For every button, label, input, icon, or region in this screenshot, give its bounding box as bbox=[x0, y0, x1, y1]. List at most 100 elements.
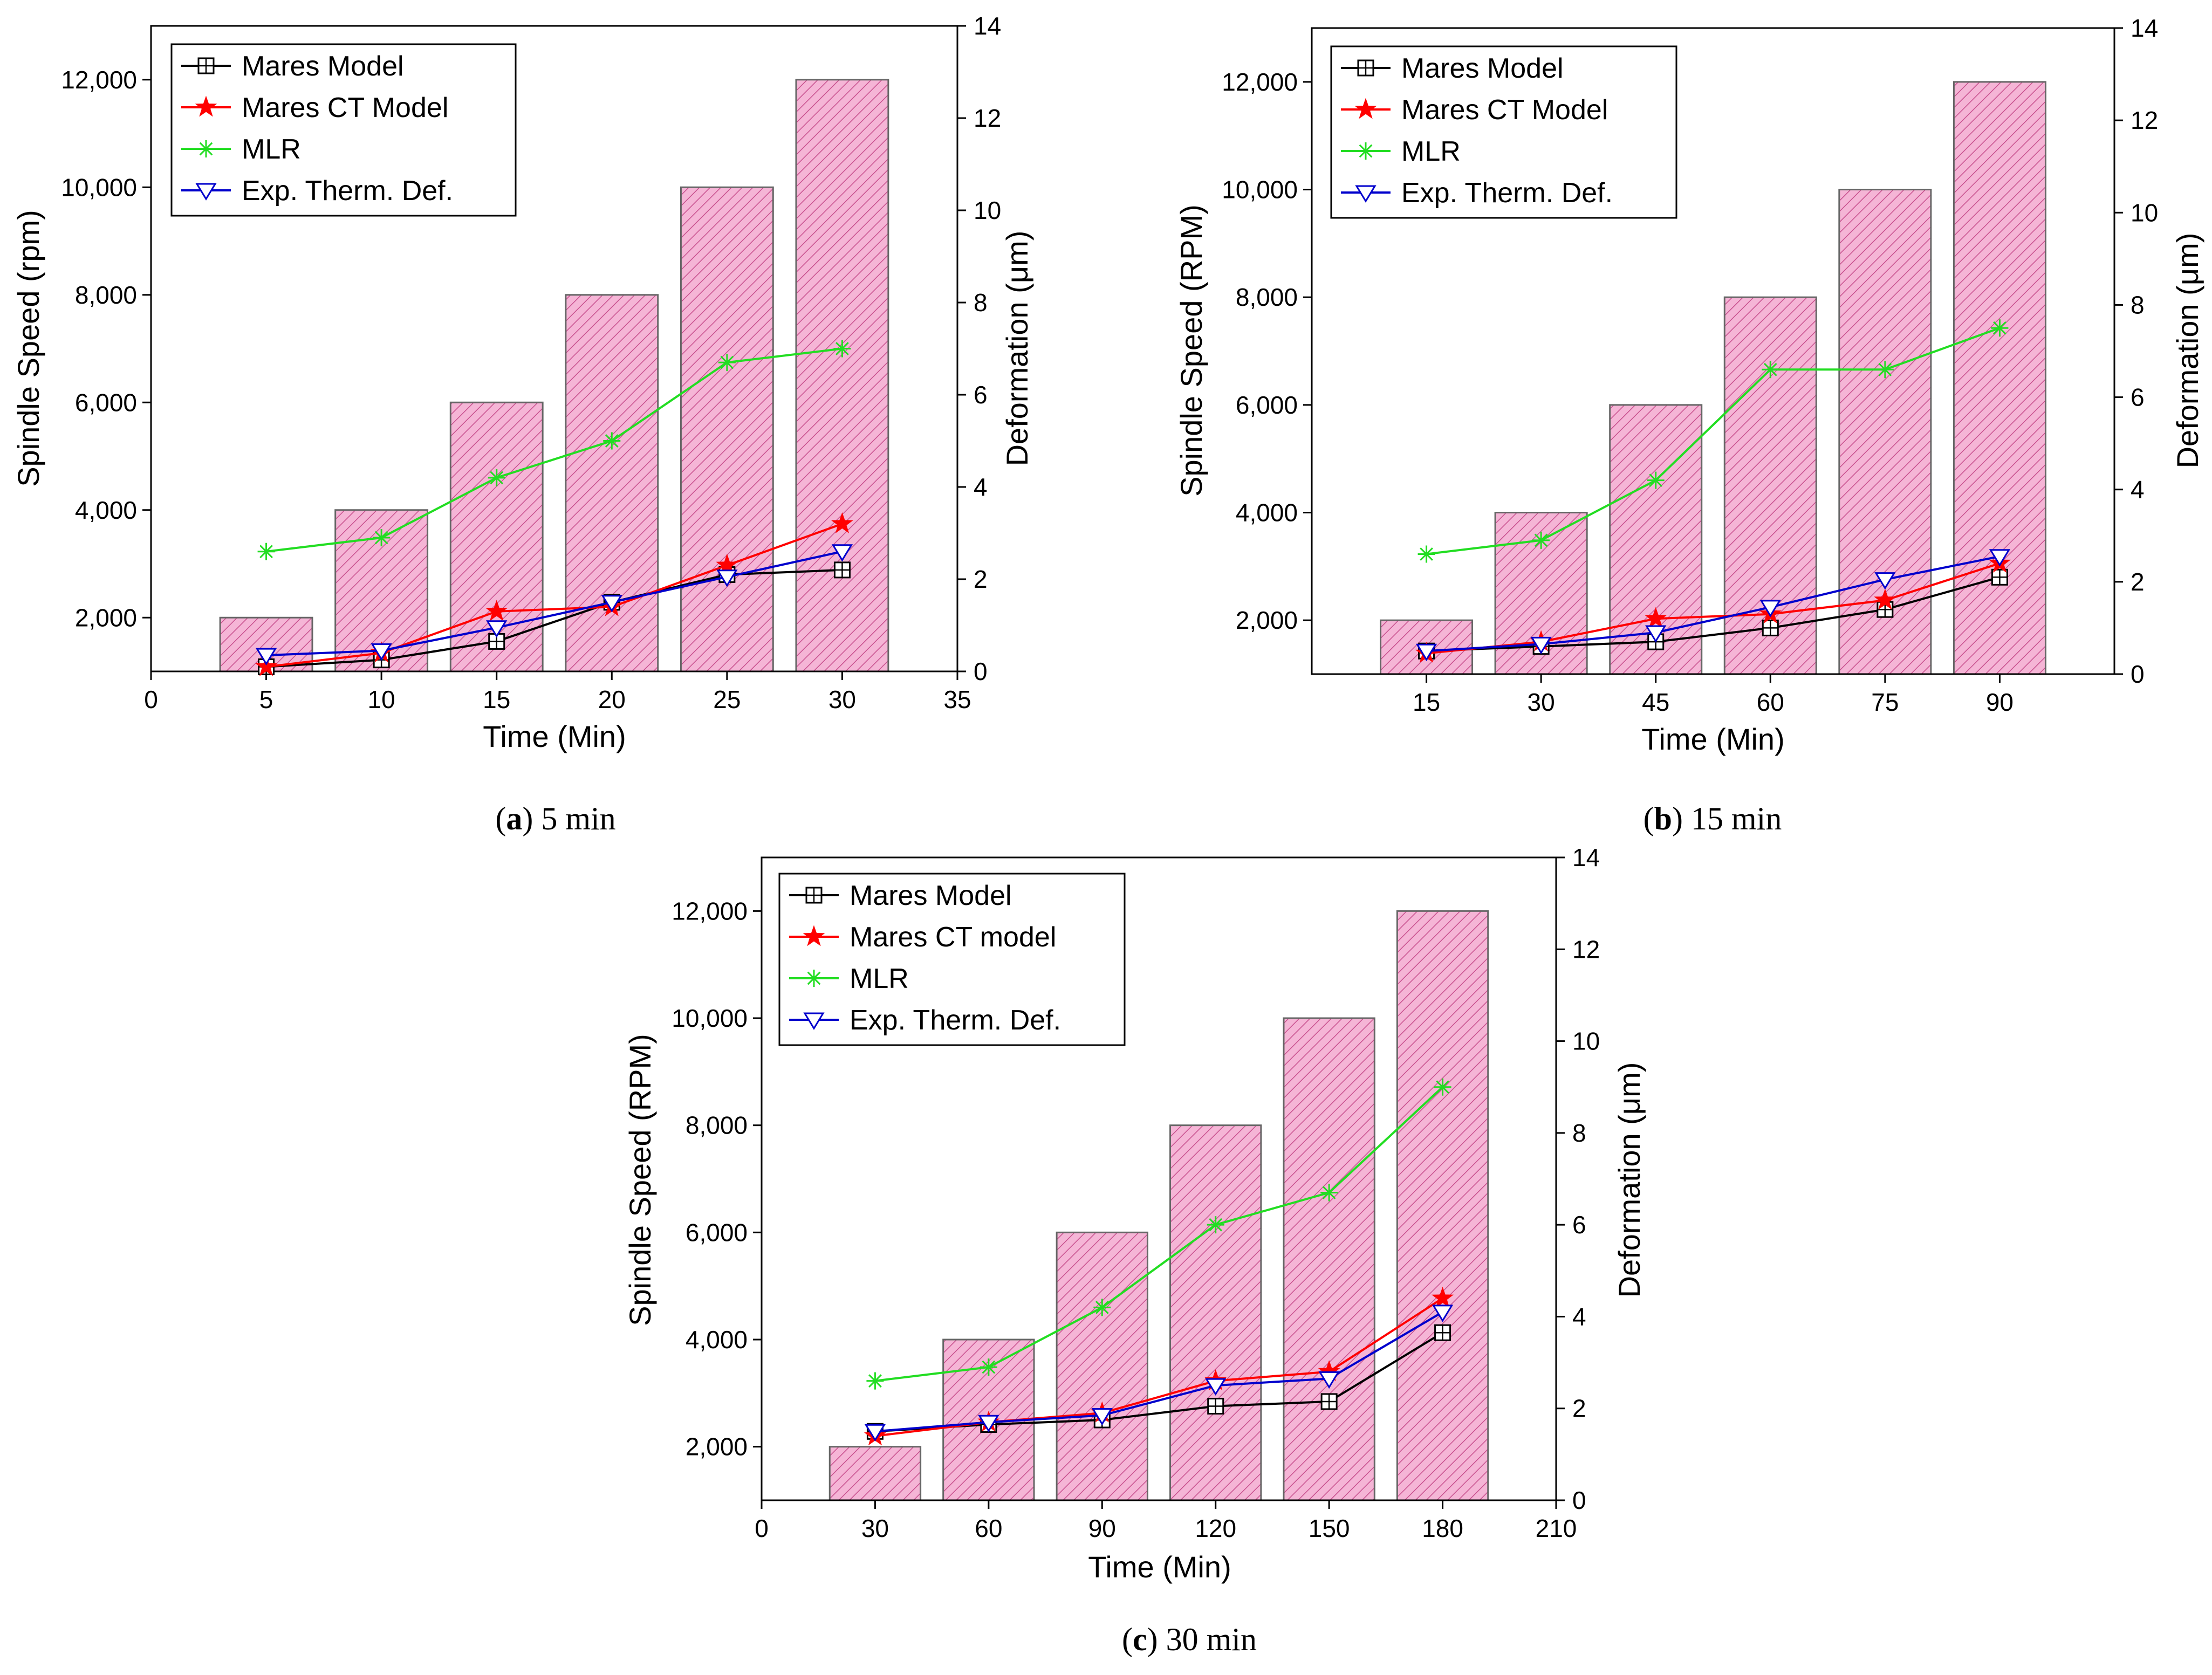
x-tick-label: 210 bbox=[1536, 1514, 1577, 1542]
marker-asterisk bbox=[1762, 361, 1779, 379]
y-tick-label: 6,000 bbox=[686, 1218, 748, 1246]
marker-asterisk bbox=[833, 340, 851, 358]
marker-star bbox=[1432, 1286, 1454, 1308]
marker-spoke bbox=[836, 342, 849, 355]
caption-label: a bbox=[506, 801, 522, 836]
bar bbox=[680, 186, 774, 672]
y-right-tick-label: 12 bbox=[1572, 935, 1600, 963]
marker-asterisk bbox=[1647, 471, 1665, 489]
marker-square-plus bbox=[1434, 1324, 1451, 1341]
x-tick-label: 15 bbox=[483, 685, 510, 713]
marker-asterisk bbox=[1876, 361, 1894, 379]
legend-box bbox=[1330, 45, 1677, 219]
caption-paren-close: ) bbox=[522, 801, 541, 836]
y-right-tick-label: 10 bbox=[2131, 198, 2158, 226]
legend-label: Mares CT Model bbox=[242, 92, 448, 123]
legend-label: Mares CT Model bbox=[1401, 94, 1608, 126]
marker-asterisk bbox=[718, 354, 736, 372]
x-axis-title: Time (Min) bbox=[1641, 722, 1784, 756]
marker-asterisk bbox=[1434, 1078, 1451, 1096]
plot-frame bbox=[150, 25, 958, 672]
series-line bbox=[875, 1086, 1443, 1382]
chart-panel-b: 2,000 4,000 6,000 8,000 10,000 12,000 0 2 4 6 8 10 1… bbox=[1174, 14, 2204, 836]
marker-triangle-down bbox=[1759, 600, 1781, 617]
marker-spoke bbox=[1209, 1218, 1223, 1232]
marker-spoke bbox=[1534, 533, 1548, 547]
y-right-tick-label: 14 bbox=[2131, 14, 2158, 42]
y-right-tick-label: 12 bbox=[974, 104, 1001, 132]
bar bbox=[1056, 1231, 1148, 1501]
legend-entry: Exp. Therm. Def. bbox=[1341, 177, 1613, 209]
y-tick-label: 10,000 bbox=[672, 1004, 748, 1032]
x-tick-label: 20 bbox=[598, 685, 626, 713]
y-tick-label: 6,000 bbox=[1236, 391, 1298, 419]
marker-spoke bbox=[982, 1360, 996, 1374]
marker-spoke bbox=[374, 531, 388, 545]
series-line bbox=[266, 347, 843, 553]
legend-label: Exp. Therm. Def. bbox=[850, 1005, 1061, 1036]
y-axis-title: Spindle Speed (RPM) bbox=[623, 1034, 657, 1326]
y-right-axis-title: Deformation (μm) bbox=[1000, 231, 1034, 466]
chart-panel-c: 2,000 4,000 6,000 8,000 10,000 12,000 0 2 4 6 8 10 1… bbox=[623, 843, 1646, 1657]
chart-panel-a: 2,000 4,000 6,000 8,000 10,000 12,000 0 2 4 6 8 10 1… bbox=[11, 12, 1034, 836]
marker-square-plus bbox=[833, 561, 851, 579]
marker-asterisk bbox=[805, 970, 823, 987]
y-tick-label: 2,000 bbox=[1236, 606, 1298, 634]
marker-spoke bbox=[490, 471, 504, 485]
y-right-tick-label: 4 bbox=[974, 473, 988, 501]
x-tick-label: 0 bbox=[755, 1514, 769, 1542]
legend: Mares Model Mares CT Model MLR Exp. Therm. … bbox=[1330, 45, 1677, 219]
marker-spoke bbox=[259, 545, 273, 559]
legend-label: Mares Model bbox=[1401, 53, 1564, 84]
y-right-tick-label: 2 bbox=[1572, 1395, 1586, 1423]
marker-square-plus bbox=[1207, 1397, 1224, 1415]
legend-label: Exp. Therm. Def. bbox=[1401, 177, 1613, 209]
marker-star bbox=[1645, 607, 1667, 628]
legend-entry: MLR bbox=[789, 963, 909, 994]
legend-label: MLR bbox=[242, 134, 301, 165]
marker-square-plus bbox=[1762, 619, 1779, 636]
marker-spoke bbox=[868, 1374, 882, 1388]
x-tick-label: 25 bbox=[713, 685, 741, 713]
y-right-tick-label: 4 bbox=[1572, 1302, 1586, 1330]
marker-spoke bbox=[1420, 547, 1433, 561]
bar bbox=[565, 294, 659, 672]
x-tick-label: 15 bbox=[1413, 688, 1440, 716]
legend-label: Mares CT model bbox=[850, 922, 1056, 953]
x-tick-label: 30 bbox=[1528, 688, 1555, 716]
x-tick-label: 90 bbox=[1986, 688, 2014, 716]
marker-triangle-down bbox=[486, 620, 508, 638]
x-tick-label: 30 bbox=[828, 685, 856, 713]
caption-paren-open: ( bbox=[1643, 801, 1654, 836]
y-right-tick-label: 2 bbox=[974, 565, 988, 593]
legend-entry: MLR bbox=[181, 134, 301, 165]
y-right-tick-label: 6 bbox=[1572, 1211, 1586, 1239]
bar bbox=[795, 79, 889, 672]
marker-spoke bbox=[1763, 362, 1777, 376]
series-exp-therm-def- bbox=[864, 1305, 1454, 1442]
bar bbox=[828, 1446, 922, 1501]
y-right-tick-label: 4 bbox=[2131, 476, 2145, 504]
legend-label: MLR bbox=[1401, 136, 1461, 167]
legend-entry: MLR bbox=[1341, 136, 1461, 167]
x-tick-label: 45 bbox=[1642, 688, 1669, 716]
marker-star bbox=[195, 95, 217, 117]
y-tick-label: 2,000 bbox=[686, 1433, 748, 1461]
marker-asterisk bbox=[980, 1358, 997, 1376]
marker-triangle-down bbox=[803, 1012, 825, 1030]
y-tick-label: 4,000 bbox=[75, 496, 137, 524]
marker-triangle-down bbox=[601, 595, 622, 613]
caption-paren-close: ) bbox=[1147, 1622, 1166, 1657]
y-tick-label: 12,000 bbox=[61, 66, 137, 94]
marker-asterisk bbox=[488, 469, 505, 486]
x-tick-label: 30 bbox=[861, 1514, 889, 1542]
y-tick-label: 4,000 bbox=[686, 1326, 748, 1354]
y-right-tick-label: 8 bbox=[974, 289, 988, 317]
series-line bbox=[266, 550, 843, 657]
series-line bbox=[1426, 576, 2000, 653]
legend-entry: Mares CT Model bbox=[1341, 94, 1608, 126]
y-right-tick-label: 2 bbox=[2131, 568, 2145, 596]
series-line bbox=[875, 1331, 1443, 1433]
marker-triangle-down bbox=[978, 1415, 999, 1433]
x-tick-label: 180 bbox=[1422, 1514, 1463, 1542]
